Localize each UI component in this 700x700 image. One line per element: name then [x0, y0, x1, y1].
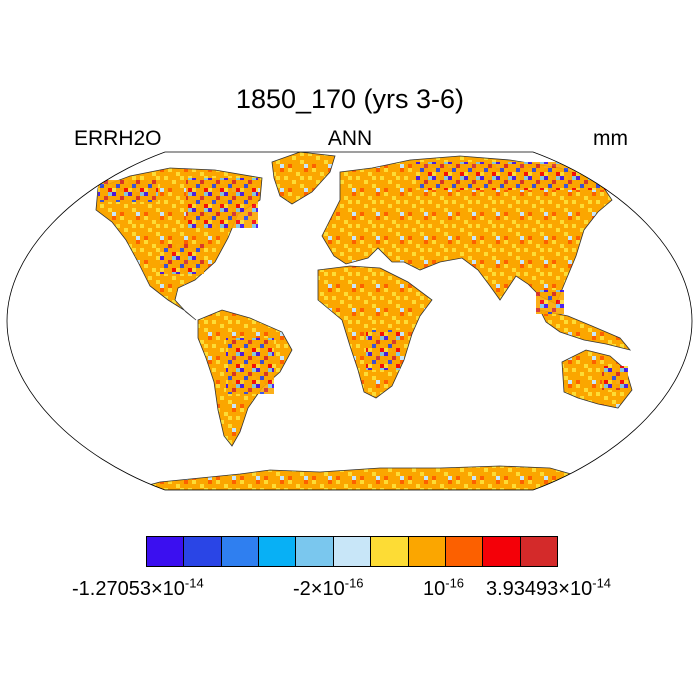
colorbar-cell-7 [407, 536, 446, 567]
colorbar-cell-3 [258, 536, 297, 567]
colorbar-label-max: 3.93493×10-14 [486, 575, 612, 600]
australia [561, 349, 633, 409]
colorbar-label-min: -1.27053×10-14 [72, 575, 204, 600]
colorbar [146, 536, 558, 567]
se-asia-islands [539, 309, 632, 351]
variable-label: ERRH2O [74, 127, 162, 150]
colorbar-cell-8 [444, 536, 484, 567]
antarctica [129, 465, 579, 490]
greenland [271, 152, 336, 205]
units-label: mm [593, 127, 628, 150]
colorbar-cell-2 [220, 536, 260, 567]
colorbar-label-mid-pos: 10-16 [423, 575, 465, 600]
colorbar-cell-1 [183, 536, 222, 567]
colorbar-cell-4 [295, 536, 334, 567]
colorbar-cell-0 [146, 536, 185, 567]
colorbar-cell-10 [519, 536, 558, 567]
colorbar-cell-6 [370, 536, 409, 567]
colorbar-cell-5 [332, 536, 372, 567]
colorbar-label-mid-neg: -2×10-16 [293, 575, 364, 600]
colorbar-cell-9 [482, 536, 521, 567]
season-label: ANN [327, 127, 373, 150]
plot-title: 1850_170 (yrs 3-6) [235, 84, 465, 114]
